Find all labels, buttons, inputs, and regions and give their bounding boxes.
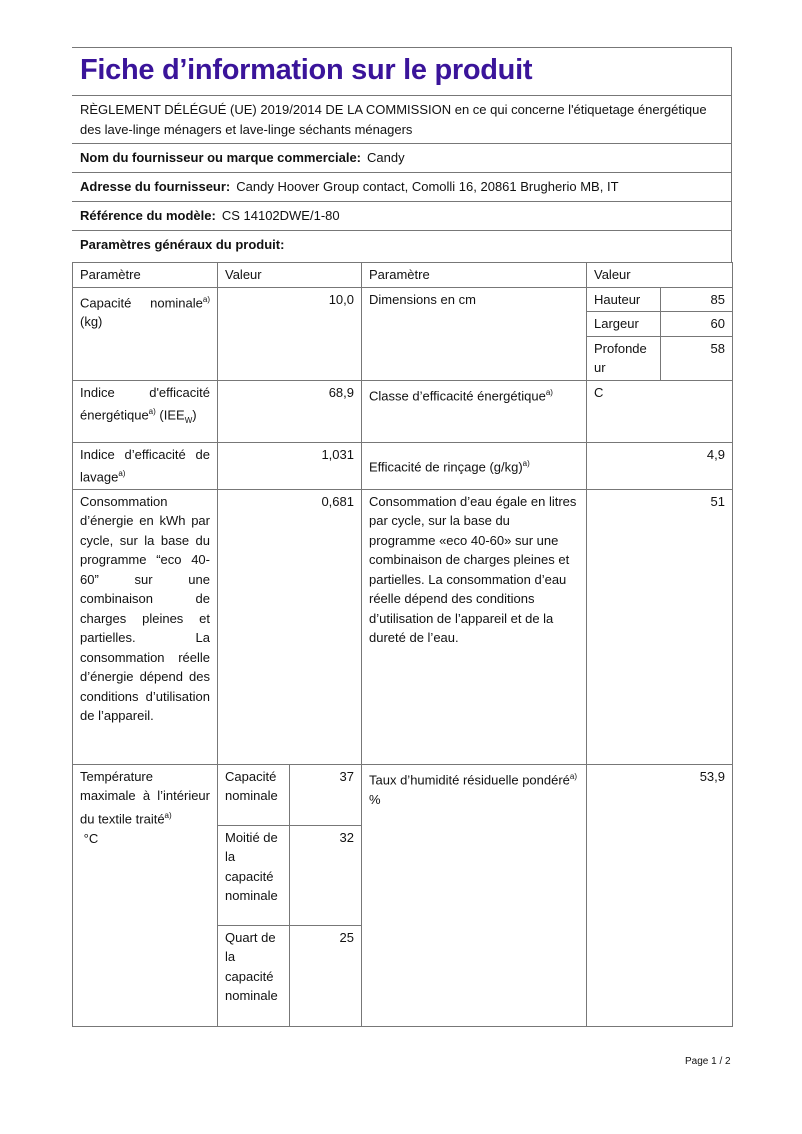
eei-label: Indice d'efficacité énergétiquea) (IEEW) bbox=[72, 379, 218, 443]
address-label: Adresse du fournisseur: bbox=[80, 179, 231, 194]
energy-class-value: C bbox=[586, 379, 733, 443]
eei-value: 68,9 bbox=[217, 379, 362, 443]
water-consumption-label: Consommation d’eau égale en litres par c… bbox=[361, 488, 587, 765]
product-info-sheet: Fiche d’information sur le produit RÈGLE… bbox=[72, 47, 732, 262]
table-row: Moitié de la capacité nominale 32 bbox=[73, 824, 733, 926]
energy-consumption-label: Consommation d’énergie en kWh par cycle,… bbox=[72, 488, 218, 765]
supplier-row: Nom du fournisseur ou marque commerciale… bbox=[72, 144, 731, 173]
temp-row-value: 32 bbox=[289, 824, 362, 926]
depth-value: 58 bbox=[660, 335, 733, 381]
energy-class-label: Classe d’efficacité énergétiquea) bbox=[361, 379, 587, 443]
supplier-label: Nom du fournisseur ou marque commerciale… bbox=[80, 150, 362, 165]
header-value-2: Valeur bbox=[586, 262, 733, 288]
table-row: Indice d’efficacité de lavagea) 1,031 Ef… bbox=[72, 441, 733, 490]
moisture-label: Taux d’humidité résiduelle pondéréa) % bbox=[361, 763, 587, 1027]
table-row: Consommation d’énergie en kWh par cycle,… bbox=[72, 488, 733, 765]
washing-label: Indice d’efficacité de lavagea) bbox=[72, 441, 218, 490]
table-row: Quart de la capacité nominale 25 bbox=[73, 924, 733, 1027]
moisture-value: 53,9 bbox=[586, 763, 733, 1027]
height-label: Hauteur bbox=[586, 286, 661, 312]
table-row: Indice d'efficacité énergétiquea) (IEEW)… bbox=[72, 379, 733, 443]
header-value: Valeur bbox=[217, 262, 362, 288]
table-row: Température maximale à l’intérieur du te… bbox=[72, 763, 733, 1027]
model-value: CS 14102DWE/1-80 bbox=[221, 208, 340, 223]
table-row: Profondeur 58 bbox=[73, 335, 733, 381]
header-parameter: Paramètre bbox=[72, 262, 218, 288]
supplier-value: Candy bbox=[367, 150, 405, 165]
temp-row-label: Moitié de la capacité nominale bbox=[217, 824, 290, 926]
temp-row-label: Capacité nominale bbox=[217, 763, 290, 826]
height-value: 85 bbox=[660, 286, 733, 312]
energy-consumption-value: 0,681 bbox=[217, 488, 362, 765]
page-title: Fiche d’information sur le produit bbox=[72, 48, 731, 96]
model-row: Référence du modèle: CS 14102DWE/1-80 bbox=[72, 202, 731, 231]
water-consumption-value: 51 bbox=[586, 488, 733, 765]
table-header-row: Paramètre Valeur Paramètre Valeur bbox=[72, 262, 733, 288]
temp-row-value: 37 bbox=[289, 763, 362, 826]
dimensions-label: Dimensions en cm bbox=[361, 286, 587, 381]
page-number: Page 1 / 2 bbox=[685, 1056, 731, 1067]
capacity-label: Capacité nominalea) (kg) bbox=[72, 286, 218, 381]
table-row: Capacité nominalea) (kg) 10,0 Dimensions… bbox=[72, 286, 733, 381]
address-value: Candy Hoover Group contact, Comolli 16, … bbox=[236, 179, 619, 194]
params-heading: Paramètres généraux du produit: bbox=[80, 237, 285, 252]
parameters-table: Paramètre Valeur Paramètre Valeur Capaci… bbox=[72, 262, 733, 1027]
model-label: Référence du modèle: bbox=[80, 208, 216, 223]
temperature-label: Température maximale à l’intérieur du te… bbox=[72, 763, 218, 1027]
params-heading-row: Paramètres généraux du produit: bbox=[72, 231, 731, 262]
capacity-value: 10,0 bbox=[217, 286, 362, 381]
temp-row-value: 25 bbox=[289, 924, 362, 1027]
address-row: Adresse du fournisseur: Candy Hoover Grou… bbox=[72, 173, 731, 202]
washing-value: 1,031 bbox=[217, 441, 362, 490]
header-parameter-2: Paramètre bbox=[361, 262, 587, 288]
width-label: Largeur bbox=[586, 311, 661, 337]
table-row: Largeur 60 bbox=[73, 311, 733, 337]
depth-label: Profondeur bbox=[586, 335, 661, 381]
temp-row-label: Quart de la capacité nominale bbox=[217, 924, 290, 1027]
rinsing-value: 4,9 bbox=[586, 441, 733, 490]
width-value: 60 bbox=[660, 311, 733, 337]
regulation-text: RÈGLEMENT DÉLÉGUÉ (UE) 2019/2014 DE LA C… bbox=[72, 96, 731, 144]
rinsing-label: Efficacité de rinçage (g/kg)a) bbox=[361, 441, 587, 490]
